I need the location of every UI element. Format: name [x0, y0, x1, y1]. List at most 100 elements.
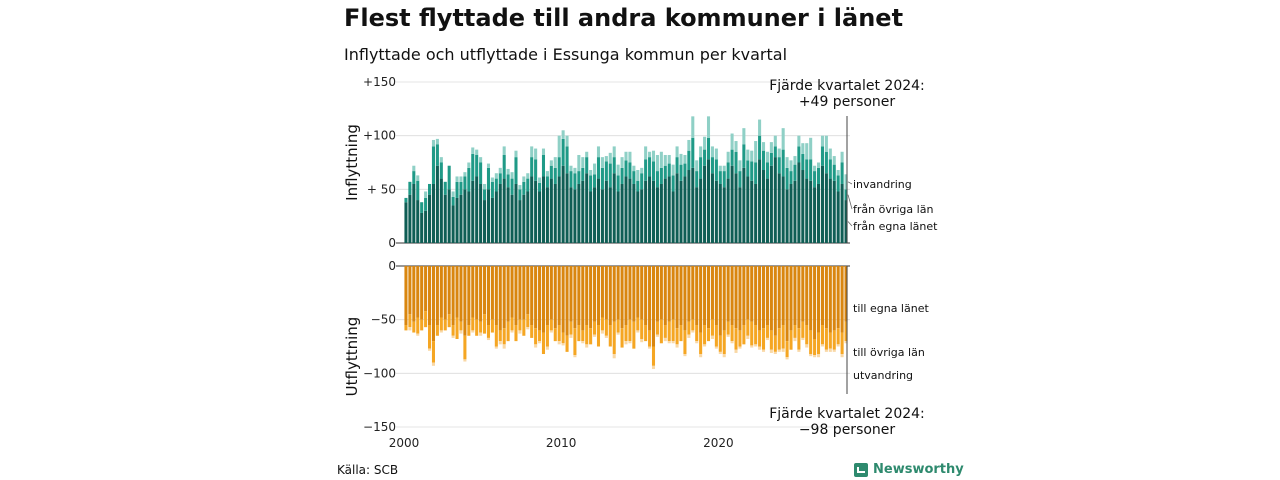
inflow-bar-in_invandring [640, 167, 644, 174]
inflow-bar-in_egna [435, 165, 439, 243]
inflow-bar-in_invandring [483, 183, 487, 190]
inflow-bar-in_ovriga [510, 178, 514, 195]
inflow-bar-in_ovriga [817, 167, 821, 184]
outflow-bar-out_utvandring [714, 346, 718, 349]
inflow-bar-in_invandring [600, 157, 604, 168]
inflow-bar-in_egna [730, 165, 734, 243]
inflow-bar-in_invandring [522, 176, 526, 182]
outflow-bar-out_egna [754, 266, 758, 326]
outflow-bar-out_ovriga [530, 325, 534, 338]
inflow-bar-in_ovriga [502, 154, 506, 179]
inflow-bar-in_egna [467, 191, 471, 243]
inflow-bar-in_egna [769, 165, 773, 243]
outflow-bar-out_egna [683, 266, 687, 331]
inflow-bar-in_ovriga [447, 165, 451, 190]
outflow-bar-out_ovriga [549, 319, 553, 331]
inflow-bar-in_ovriga [577, 171, 581, 184]
outflow-bar-out_egna [416, 266, 420, 318]
inflow-ytick-label: +150 [363, 75, 396, 89]
outflow-bar-out_utvandring [769, 349, 773, 353]
outflow-bar-out_egna [651, 266, 656, 347]
inflow-bar-in_ovriga [805, 159, 809, 179]
outflow-bar-out_ovriga [706, 328, 711, 342]
inflow-bar-in_egna [844, 200, 848, 243]
outflow-bar-out_utvandring [573, 355, 577, 358]
outflow-bar-out_utvandring [730, 341, 734, 344]
outflow-bar-out_ovriga [710, 319, 714, 336]
outflow-bar-out_ovriga [699, 332, 703, 355]
outflow-bar-out_egna [726, 266, 730, 322]
inflow-bar-in_ovriga [710, 157, 714, 174]
outflow-bar-out_ovriga [789, 330, 793, 350]
outflow-bar-out_egna [777, 266, 781, 329]
inflow-bar-in_ovriga [785, 167, 789, 190]
outflow-bar-out_utvandring [765, 337, 769, 341]
inflow-bar-in_ovriga [557, 157, 561, 177]
inflow-bar-in_egna [569, 187, 573, 243]
outflow-bar-out_utvandring [667, 341, 671, 344]
inflow-bar-in_egna [624, 176, 628, 243]
outflow-bar-out_egna [420, 266, 424, 320]
inflow-bar-in_egna [628, 178, 632, 243]
inflow-bar-in_egna [817, 183, 821, 243]
outflow-bar-out_utvandring [557, 341, 561, 345]
inflow-bar-in_ovriga [750, 161, 754, 181]
inflow-bar-in_ovriga [706, 137, 711, 160]
inflow-bar-in_egna [687, 170, 691, 243]
inflow-bar-in_egna [561, 165, 565, 243]
outflow-bar-out_utvandring [781, 348, 785, 352]
inflow-bar-in_ovriga [679, 164, 683, 181]
outflow-bar-out_egna [636, 266, 640, 318]
outflow-bar-out_egna [734, 266, 738, 329]
inflow-bar-in_invandring [494, 173, 498, 179]
inflow-bar-in_egna [722, 187, 726, 243]
inflow-bar-in_invandring [706, 116, 711, 138]
outflow-bar-out_egna [691, 266, 695, 320]
inflow-bar-in_egna [510, 194, 514, 243]
brand: Newsworthy [854, 462, 964, 477]
outflow-bar-out_utvandring [428, 348, 432, 351]
inflow-bar-in_ovriga [742, 144, 746, 168]
inflow-bar-in_egna [667, 176, 671, 243]
series-label-out_ovriga: till övriga län [853, 346, 925, 359]
axes: 0 + 50 +100 +150 0 −50 −100 −150 Inflyttning Utfl… [343, 75, 848, 450]
inflow-bar-in_egna [585, 173, 589, 243]
outflow-bar-out_ovriga [742, 325, 746, 345]
inflow-bar-in_ovriga [824, 151, 828, 174]
inflow-bar-in_invandring [585, 151, 589, 158]
outflow-bar-out_utvandring [439, 330, 443, 333]
inflow-bar-in_ovriga [534, 159, 538, 181]
outflow-bar-out_ovriga [828, 332, 832, 349]
outflow-bar-out_utvandring [498, 341, 502, 345]
inflow-bar-in_egna [820, 165, 824, 243]
inflow-bar-in_egna [408, 194, 412, 243]
inflow-bar-in_egna [443, 194, 447, 243]
inflow-ytick-label: 0 [388, 236, 396, 250]
outflow-bar-out_ovriga [439, 317, 443, 331]
inflow-bar-in_invandring [506, 168, 510, 175]
outflow-bar-out_ovriga [451, 325, 455, 336]
inflow-bar-in_ovriga [553, 167, 557, 184]
outflow-bar-out_utvandring [793, 337, 797, 342]
inflow-bar-in_invandring [549, 160, 553, 166]
inflow-bar-in_egna [683, 176, 687, 243]
outflow-bar-out_ovriga [581, 330, 585, 342]
inflow-bar-in_egna [416, 200, 420, 243]
inflow-bar-in_ovriga [439, 162, 443, 179]
inflow-bar-in_invandring [604, 156, 608, 162]
outflow-bar-out_egna [404, 266, 408, 326]
outflow-bar-out_ovriga [832, 330, 836, 350]
outflow-bar-out_egna [604, 266, 608, 320]
inflow-bar-in_invandring [538, 177, 542, 183]
inflow-bar-in_ovriga [758, 135, 762, 160]
outflow-bar-out_ovriga [486, 325, 491, 338]
inflow-bar-in_ovriga [628, 162, 632, 179]
outflow-bar-out_utvandring [817, 354, 821, 358]
inflow-bar-in_ovriga [730, 149, 734, 166]
outflow-bar-out_utvandring [777, 349, 781, 352]
outflow-bar-out_utvandring [612, 354, 616, 359]
inflow-bar-in_ovriga [479, 162, 483, 184]
inflow-bar-in_invandring [710, 146, 714, 158]
outflow-bar-out_utvandring [479, 332, 483, 336]
outflow-bar-out_ovriga [443, 319, 447, 331]
